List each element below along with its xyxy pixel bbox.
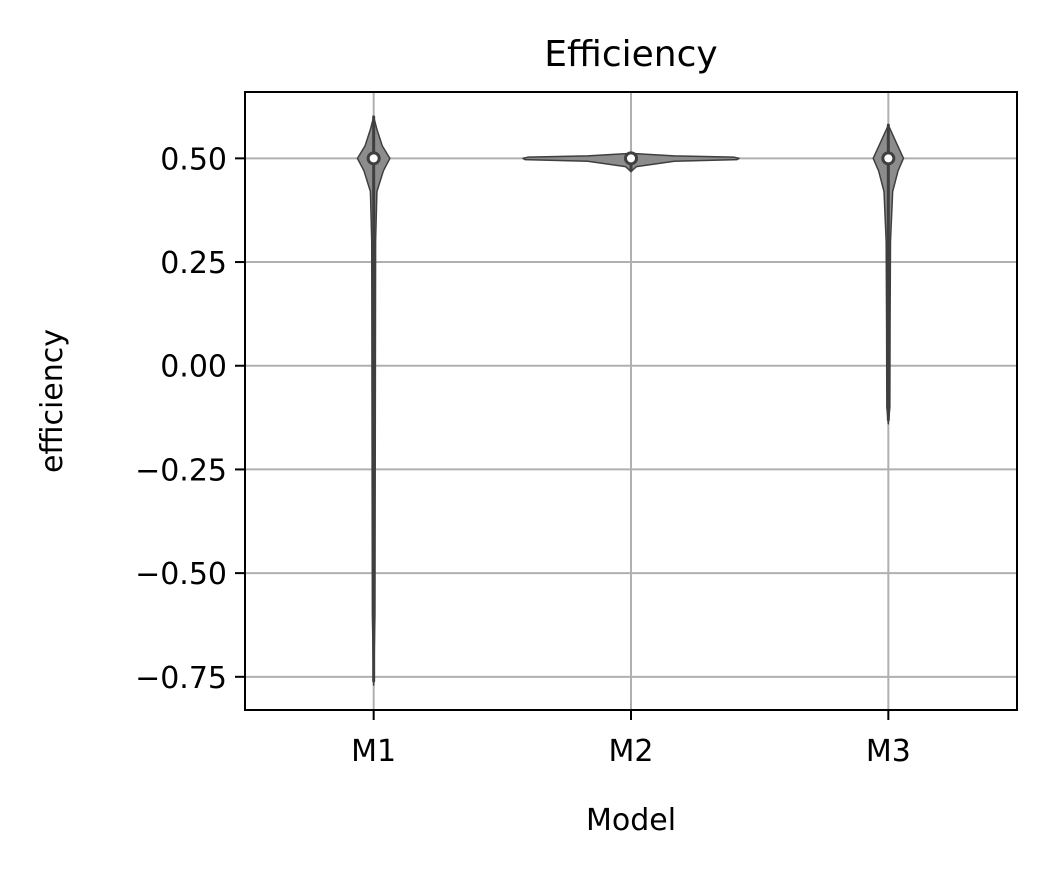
y-tick-label: 0.00	[160, 350, 227, 385]
y-tick-label: 0.50	[160, 142, 227, 177]
violin-m2	[522, 151, 740, 173]
violin-m1	[356, 115, 391, 686]
violin-m3	[872, 123, 905, 425]
x-tick-label: M3	[866, 734, 911, 769]
x-axis-label: Model	[586, 803, 676, 838]
y-tick-label: −0.50	[135, 557, 227, 592]
y-axis: 0.50 0.25 0.00 −0.25 −0.50 −0.75	[135, 142, 245, 696]
y-tick-label: 0.25	[160, 246, 227, 281]
x-axis: M1 M2 M3	[351, 710, 911, 769]
x-tick-label: M1	[351, 734, 396, 769]
x-tick-label: M2	[609, 734, 654, 769]
violin-median-marker	[624, 151, 638, 166]
y-tick-label: −0.25	[135, 453, 227, 488]
violin-median-marker	[881, 151, 896, 166]
violins	[356, 115, 905, 686]
violin-median-marker	[366, 151, 381, 166]
y-axis-label: efficiency	[35, 329, 70, 473]
chart-title: Efficiency	[544, 34, 717, 75]
y-tick-label: −0.75	[135, 661, 227, 696]
